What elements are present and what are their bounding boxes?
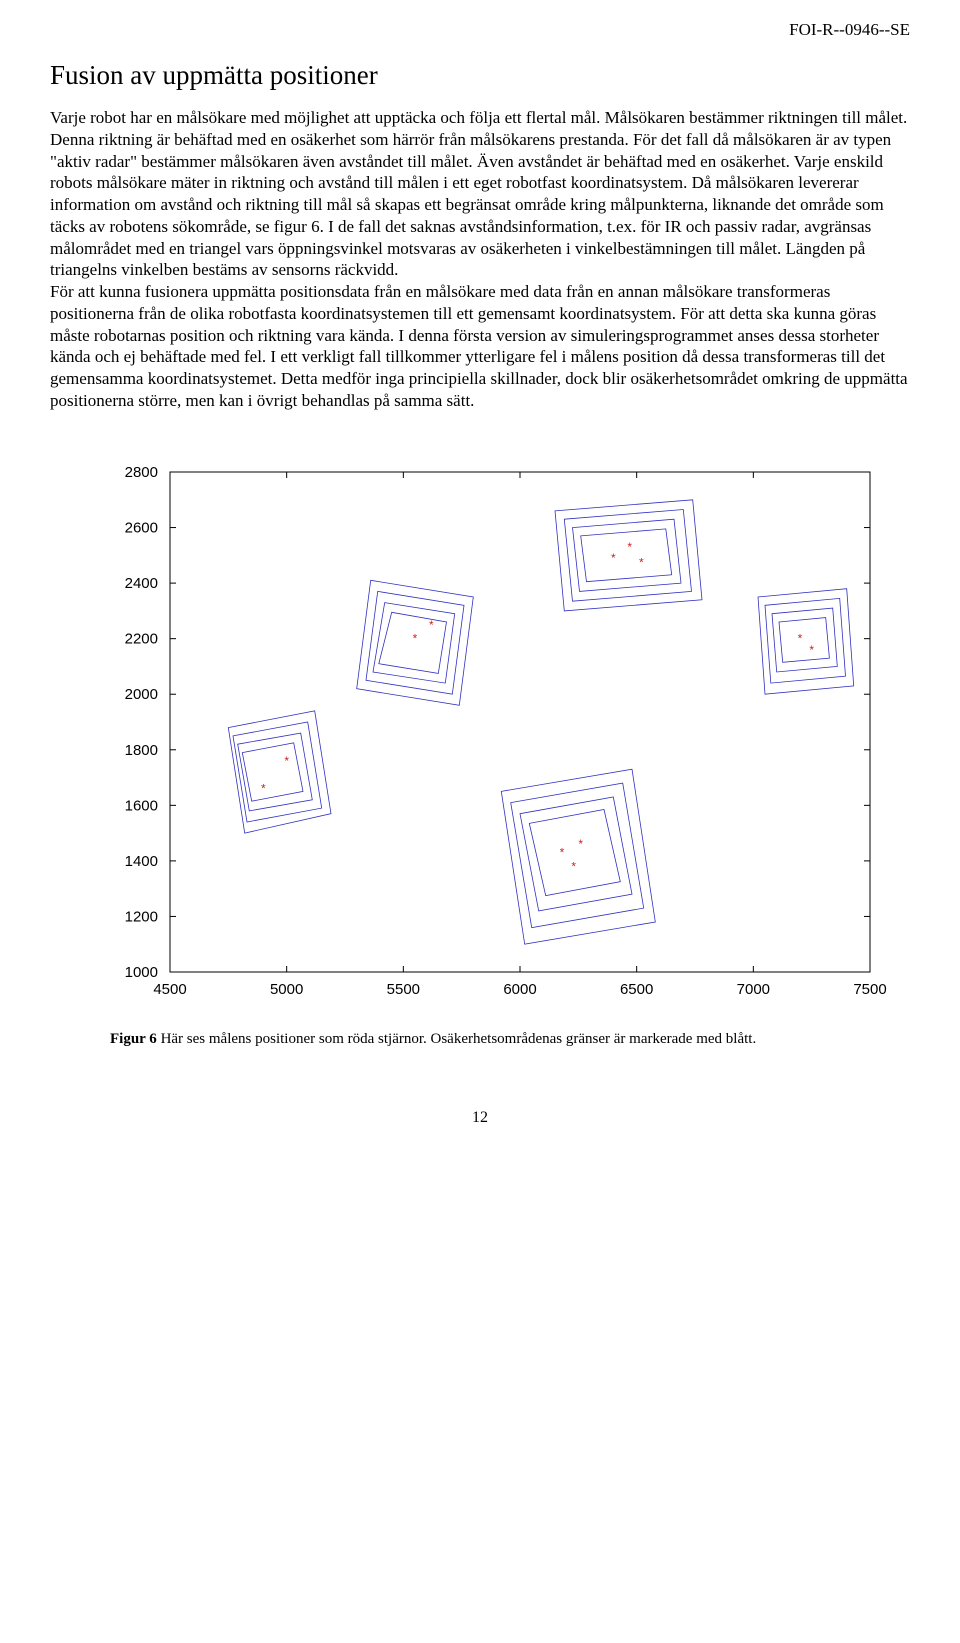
svg-text:*: * — [578, 837, 583, 851]
scatter-plot: 1000 1200 1400 1600 1800 2000 2200 2400 2600 2800… — [50, 452, 910, 1012]
svg-text:6500: 6500 — [620, 981, 653, 998]
svg-text:5000: 5000 — [270, 981, 303, 998]
svg-text:*: * — [429, 617, 434, 631]
body-paragraph: Varje robot har en målsökare med möjligh… — [50, 107, 910, 412]
svg-text:7000: 7000 — [737, 981, 770, 998]
svg-text:*: * — [284, 753, 289, 767]
doc-id: FOI-R--0946--SE — [50, 20, 910, 40]
svg-text:7500: 7500 — [853, 981, 886, 998]
svg-text:2000: 2000 — [125, 686, 158, 703]
svg-text:2600: 2600 — [125, 519, 158, 536]
svg-text:2200: 2200 — [125, 630, 158, 647]
svg-text:*: * — [560, 845, 565, 859]
svg-text:2400: 2400 — [125, 575, 158, 592]
svg-text:1200: 1200 — [125, 908, 158, 925]
svg-text:*: * — [571, 859, 576, 873]
svg-text:*: * — [809, 642, 814, 656]
svg-text:1800: 1800 — [125, 741, 158, 758]
figure-caption: Figur 6 Här ses målens positioner som rö… — [110, 1030, 850, 1050]
svg-text:*: * — [261, 781, 266, 795]
figure-6: 1000 1200 1400 1600 1800 2000 2200 2400 2600 2800… — [50, 452, 910, 1050]
svg-text:1600: 1600 — [125, 797, 158, 814]
svg-text:1400: 1400 — [125, 852, 158, 869]
figure-caption-text: Här ses målens positioner som röda stjär… — [157, 1031, 756, 1047]
svg-text:*: * — [413, 631, 418, 645]
svg-text:6000: 6000 — [503, 981, 536, 998]
svg-text:*: * — [611, 551, 616, 565]
svg-text:2800: 2800 — [125, 464, 158, 481]
page-number: 12 — [50, 1109, 910, 1127]
figure-label: Figur 6 — [110, 1031, 157, 1047]
svg-text:*: * — [639, 555, 644, 569]
svg-text:*: * — [627, 540, 632, 554]
svg-text:1000: 1000 — [125, 964, 158, 981]
svg-text:5500: 5500 — [387, 981, 420, 998]
svg-text:*: * — [798, 631, 803, 645]
svg-text:4500: 4500 — [153, 981, 186, 998]
section-title: Fusion av uppmätta positioner — [50, 60, 910, 91]
